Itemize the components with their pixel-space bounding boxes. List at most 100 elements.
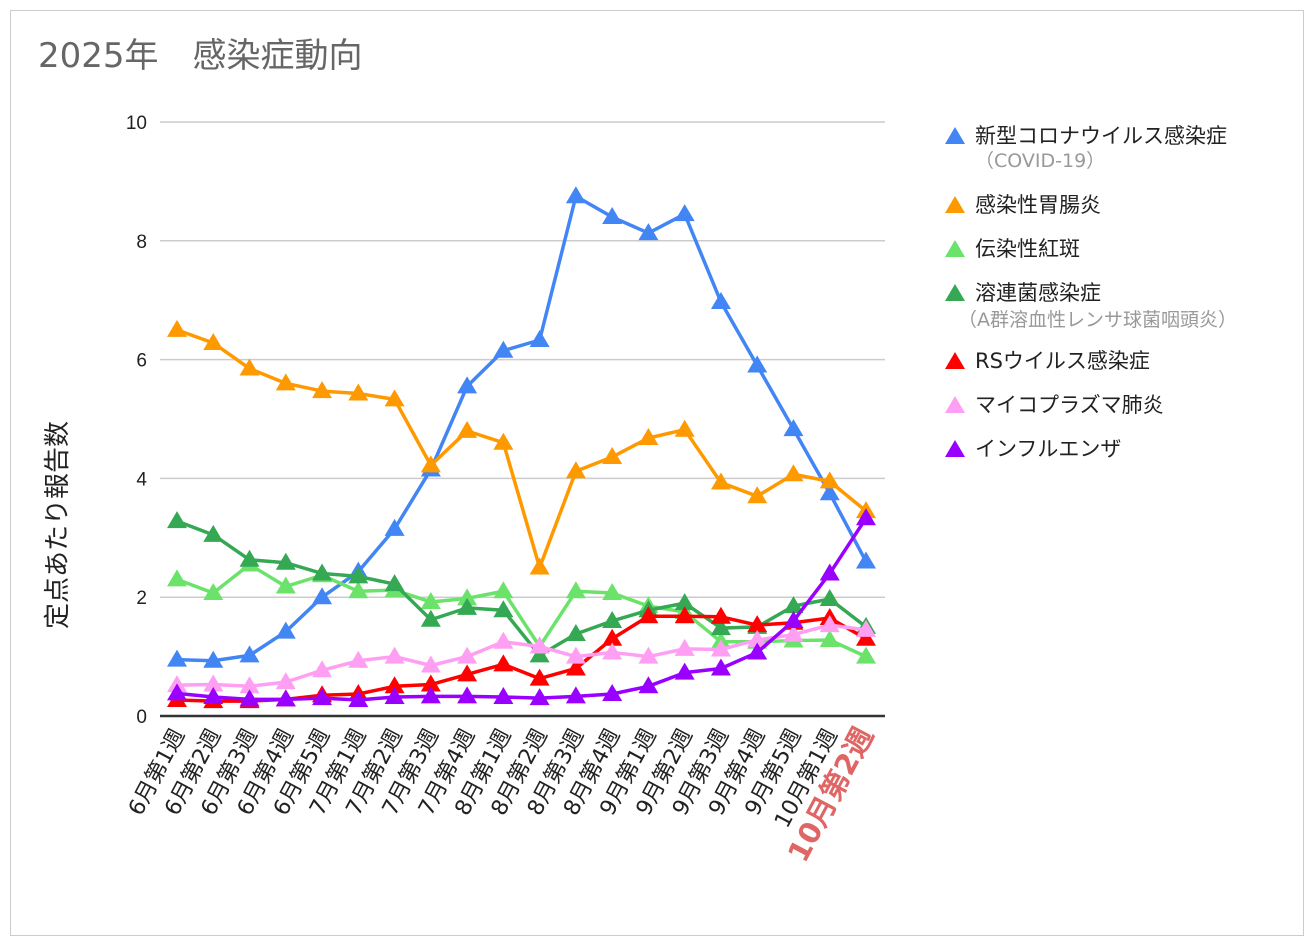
data-point-marker — [348, 650, 369, 668]
data-point-marker — [203, 686, 224, 704]
series-3 — [167, 554, 876, 664]
data-point-marker — [384, 389, 405, 407]
data-point-marker — [457, 646, 478, 664]
series-7 — [167, 508, 876, 707]
data-point-marker — [203, 332, 224, 350]
data-point-marker — [420, 455, 441, 473]
legend-item[interactable]: インフルエンザ — [945, 433, 1121, 463]
data-point-marker — [348, 566, 369, 584]
data-point-marker — [819, 588, 840, 606]
data-point-marker — [203, 674, 224, 692]
data-point-marker — [602, 447, 623, 465]
data-point-marker — [348, 581, 369, 599]
data-point-marker — [710, 606, 731, 624]
triangle-marker-icon — [945, 196, 965, 213]
data-point-marker — [493, 600, 514, 618]
data-point-marker — [420, 655, 441, 673]
data-point-marker — [819, 471, 840, 489]
data-point-marker — [602, 684, 623, 702]
data-point-marker — [312, 688, 333, 706]
chart-frame — [10, 10, 1304, 936]
data-point-marker — [167, 319, 187, 337]
data-point-marker — [783, 624, 804, 642]
data-point-marker — [565, 624, 586, 642]
legend-item[interactable]: 溶連菌感染症 — [945, 277, 1101, 307]
legend-sublabel: （A群溶血性レンサ球菌咽頭炎） — [958, 309, 1237, 331]
data-point-marker — [312, 563, 333, 581]
y-tick-label: 2 — [136, 588, 147, 609]
triangle-marker-icon — [945, 396, 965, 413]
data-point-marker — [602, 583, 623, 601]
series-6 — [167, 615, 876, 694]
data-point-marker — [783, 464, 804, 482]
legend-label: 伝染性紅斑 — [975, 237, 1080, 261]
data-point-marker — [602, 207, 623, 225]
data-point-marker — [856, 619, 876, 637]
legend-label: 溶連菌感染症 — [975, 281, 1101, 305]
data-point-marker — [384, 574, 405, 592]
data-point-marker — [167, 683, 187, 701]
data-point-marker — [819, 483, 840, 501]
data-point-marker — [674, 606, 695, 624]
data-point-marker — [710, 291, 731, 309]
data-point-marker — [529, 329, 550, 347]
data-point-marker — [312, 587, 333, 605]
data-point-marker — [457, 588, 478, 606]
data-point-marker — [747, 642, 768, 660]
legend-item[interactable]: 伝染性紅斑 — [945, 233, 1080, 263]
series-2 — [167, 319, 876, 575]
data-point-marker — [819, 563, 840, 581]
legend-item[interactable]: RSウイルス感染症 — [945, 345, 1150, 375]
data-point-marker — [856, 551, 876, 569]
data-point-marker — [819, 629, 840, 647]
data-point-marker — [203, 524, 224, 542]
series-1 — [167, 186, 876, 668]
data-point-marker — [602, 628, 623, 646]
data-point-marker — [384, 676, 405, 694]
legend-item[interactable]: 新型コロナウイルス感染症 — [945, 120, 1227, 150]
data-point-marker — [239, 645, 260, 663]
data-point-marker — [493, 631, 514, 649]
data-point-marker — [602, 610, 623, 628]
data-point-marker — [565, 658, 586, 676]
data-point-marker — [674, 419, 695, 437]
data-point-marker — [457, 376, 478, 394]
y-tick-label: 6 — [136, 351, 147, 372]
data-point-marker — [747, 355, 768, 373]
data-point-marker — [710, 618, 731, 636]
legend-item[interactable]: マイコプラズマ肺炎 — [945, 389, 1164, 419]
data-point-marker — [493, 340, 514, 358]
triangle-marker-icon — [945, 127, 965, 144]
data-point-marker — [638, 428, 659, 446]
data-point-marker — [529, 668, 550, 686]
legend-label: 感染性胃腸炎 — [975, 193, 1101, 217]
data-point-marker — [457, 420, 478, 438]
data-point-marker — [420, 674, 441, 692]
data-point-marker — [239, 549, 260, 567]
data-point-marker — [529, 636, 550, 654]
data-point-marker — [710, 472, 731, 490]
data-point-marker — [239, 676, 260, 694]
data-point-marker — [275, 373, 296, 391]
data-point-marker — [638, 606, 659, 624]
legend-label: マイコプラズマ肺炎 — [975, 393, 1164, 417]
data-point-marker — [275, 552, 296, 570]
data-point-marker — [384, 518, 405, 536]
data-point-marker — [239, 689, 260, 707]
data-point-marker — [710, 639, 731, 657]
legend-label: 新型コロナウイルス感染症 — [975, 124, 1227, 148]
data-point-marker — [856, 508, 876, 526]
data-point-marker — [348, 689, 369, 707]
data-point-marker — [674, 662, 695, 680]
legend-item[interactable]: 感染性胃腸炎 — [945, 189, 1101, 219]
data-point-marker — [638, 223, 659, 241]
data-point-marker — [493, 654, 514, 672]
triangle-marker-icon — [945, 352, 965, 369]
data-point-marker — [529, 557, 550, 575]
data-point-marker — [493, 432, 514, 450]
data-point-marker — [819, 615, 840, 633]
data-point-marker — [674, 593, 695, 611]
data-point-marker — [565, 461, 586, 479]
legend-label: インフルエンザ — [975, 437, 1122, 461]
